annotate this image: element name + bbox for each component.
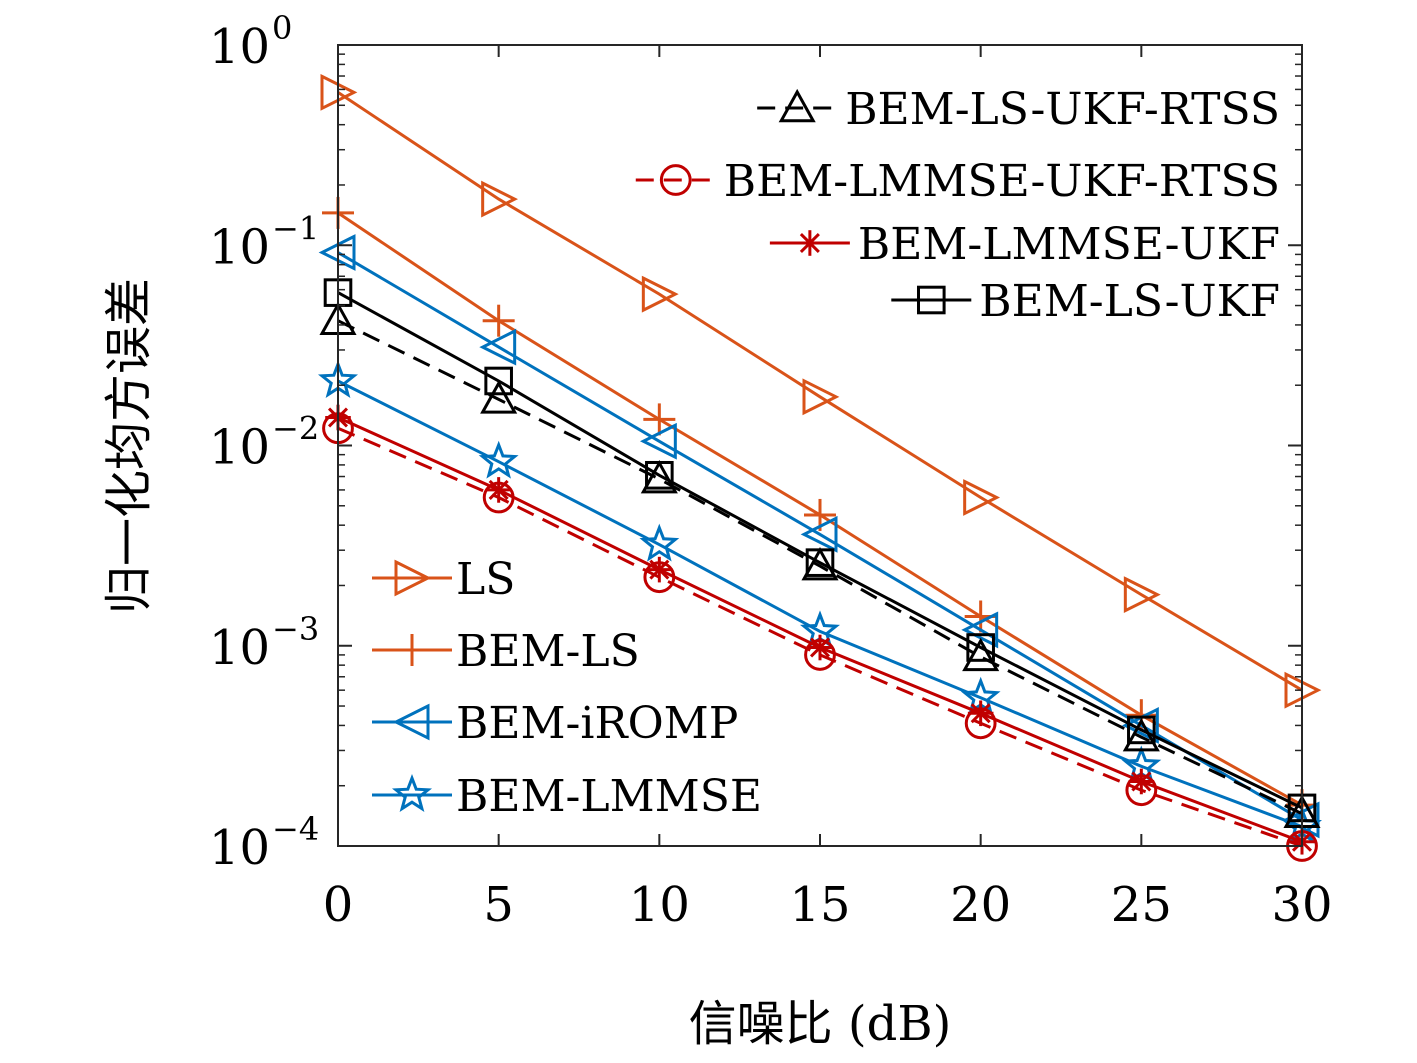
y-tick-exponent: −3 <box>272 610 319 648</box>
series-line-BEM-LS-UKF-RTSS <box>337 319 1303 816</box>
y-tick-label: 10 <box>209 19 270 75</box>
legend-marker-BEM-LMMSE-UKF <box>797 230 823 256</box>
data-point-BEM-LS-UKF <box>966 633 995 662</box>
y-tick-exponent: −2 <box>272 410 319 448</box>
data-point-BEM-LMMSE-UKF <box>807 634 833 661</box>
data-point-BEM-iROMP <box>800 515 838 553</box>
legend-label: BEM-LMMSE <box>456 771 762 822</box>
data-point-BEM-LMMSE-UKF <box>967 700 994 727</box>
x-tick-label: 25 <box>1111 877 1172 933</box>
data-point-BEM-LS-UKF <box>645 460 674 490</box>
legends: BEM-LS-UKF-RTSS BEM-LMMSE-UKF-RTSS BEM-LMM… <box>372 84 1280 822</box>
y-tick-exponent: −4 <box>272 810 319 848</box>
data-point-BEM-LS-UKF <box>805 548 835 577</box>
data-point-BEM-LS-UKF <box>1127 715 1156 745</box>
data-point-BEM-LMMSE-UKF <box>485 477 512 503</box>
legend-label: BEM-LS-UKF <box>979 276 1280 327</box>
y-tick-exponent: −1 <box>272 209 319 247</box>
y-tick-label: 10 <box>209 820 270 876</box>
data-point-BEM-LS-UKF-RTSS <box>962 637 1000 672</box>
legend-marker-BEM-LMMSE-UKF-RTSS <box>659 164 692 196</box>
data-point-LS <box>641 275 679 313</box>
y-tick-exponent: 0 <box>272 9 292 47</box>
series-line-LS <box>337 91 1303 692</box>
data-point-BEM-LS-UKF <box>484 366 513 396</box>
legend-label: BEM-LMMSE-UKF <box>858 219 1280 270</box>
legend-marker-BEM-iROMP <box>392 703 430 741</box>
data-point-BEM-LMMSE-UKF <box>1128 768 1155 795</box>
data-point-BEM-iROMP <box>479 328 517 366</box>
data-point-BEM-LMMSE <box>478 440 519 479</box>
data-point-BEM-LS-UKF-RTSS <box>480 380 518 414</box>
y-axis-label: 归一化均方误差 <box>101 278 157 614</box>
x-tick-label: 20 <box>950 877 1011 933</box>
data-point-BEM-LMMSE-UKF <box>646 556 673 583</box>
series-line-BEM-iROMP <box>337 251 1303 822</box>
series-line-BEM-LS-UKF <box>337 291 1303 810</box>
legend-marker-BEM-LS-UKF <box>916 285 946 315</box>
data-point-BEM-LS-UKF-RTSS <box>640 459 678 494</box>
x-tick-label: 30 <box>1271 877 1332 933</box>
x-tick-label: 10 <box>629 877 690 933</box>
legend-marker-BEM-LS <box>396 634 428 666</box>
data-point-LS <box>1123 576 1161 614</box>
legend-label: BEM-LMMSE-UKF-RTSS <box>724 156 1280 207</box>
data-point-LS <box>481 180 519 218</box>
data-point-BEM-LS <box>643 403 676 436</box>
x-tick-label: 5 <box>483 877 514 933</box>
legend-label: LS <box>456 554 515 605</box>
y-tick-label: 10 <box>209 219 270 275</box>
data-point-BEM-LMMSE <box>639 523 680 562</box>
series-line-BEM-LMMSE <box>337 379 1303 829</box>
legend-label: BEM-LS <box>456 626 640 677</box>
y-tick-label: 10 <box>209 420 270 476</box>
legend-marker-BEM-LMMSE <box>391 773 433 812</box>
x-tick-label: 0 <box>323 877 354 933</box>
x-axis-label: 信噪比 (dB) <box>689 996 952 1052</box>
legend-label: BEM-LS-UKF-RTSS <box>845 84 1280 135</box>
data-point-BEM-iROMP <box>639 422 677 460</box>
data-point-BEM-LS-UKF-RTSS <box>801 546 839 581</box>
data-point-LS <box>802 378 840 416</box>
legend-label: BEM-iROMP <box>456 698 738 749</box>
legend-marker-BEM-LS-UKF-RTSS <box>778 88 816 123</box>
y-tick-label: 10 <box>209 620 270 676</box>
x-tick-label: 15 <box>789 877 850 933</box>
data-point-BEM-LS <box>482 304 515 337</box>
data-point-LS <box>963 479 1001 516</box>
legend-marker-LS <box>394 559 432 597</box>
